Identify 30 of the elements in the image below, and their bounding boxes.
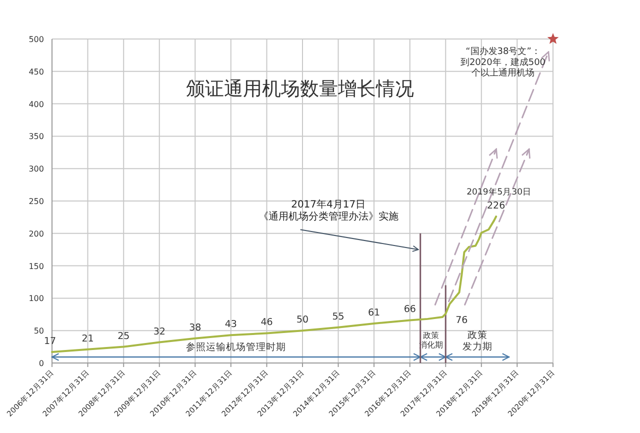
y-tick-label: 100 <box>28 294 44 304</box>
y-tick-label: 0 <box>38 359 44 368</box>
data-label: 50 <box>296 314 309 326</box>
data-label: 55 <box>332 311 344 322</box>
annotation: 2017年4月17日《通用机场分类管理办法》实施 <box>258 198 398 223</box>
data-label: 61 <box>368 307 380 318</box>
y-tick-label: 200 <box>28 229 44 238</box>
y-tick-label: 300 <box>28 164 44 174</box>
y-tick-label: 350 <box>28 132 44 142</box>
text: 颁证通用机场数量增长情况 <box>186 78 414 100</box>
data-label: 46 <box>260 317 273 328</box>
data-label: 226 <box>487 200 506 212</box>
y-tick-label: 450 <box>28 67 44 76</box>
y-tick-label: 400 <box>28 100 44 109</box>
data-label: 32 <box>153 326 166 338</box>
data-label: 17 <box>44 336 56 347</box>
data-label: 21 <box>82 333 94 344</box>
y-tick-label: 150 <box>28 262 44 271</box>
data-label: 76 <box>456 314 468 326</box>
data-label: 38 <box>189 322 202 334</box>
data-label: 66 <box>404 304 416 316</box>
data-label: 43 <box>224 319 237 330</box>
y-tick-label: 500 <box>28 35 44 44</box>
data-label: 25 <box>118 330 130 342</box>
annotation: “国办发38号文”：到2020年，建成500个以上通用机场 <box>460 46 546 79</box>
annotation: 2019年5月30日 <box>466 186 532 198</box>
annotation: 政策发力期 <box>462 329 492 352</box>
y-tick-label: 250 <box>28 197 44 206</box>
annotation: 参照运输机场管理时期 <box>186 341 286 353</box>
y-tick-label: 50 <box>34 326 44 336</box>
